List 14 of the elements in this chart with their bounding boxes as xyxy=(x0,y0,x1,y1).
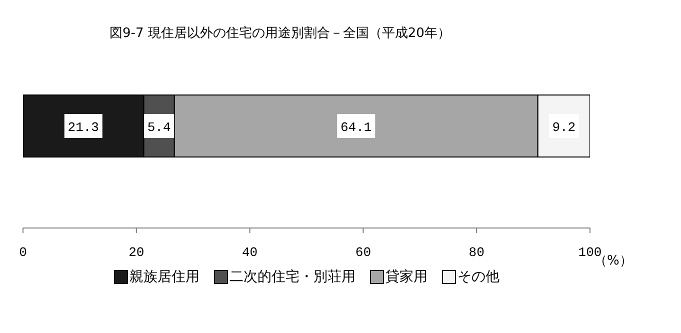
data-label: 21.3 xyxy=(68,120,99,135)
data-label: 9.2 xyxy=(552,120,576,135)
legend-label: 親族居住用 xyxy=(130,268,200,286)
x-tick-label: 20 xyxy=(128,245,144,260)
data-label: 64.1 xyxy=(340,120,372,135)
legend-label: 二次的住宅・別荘用 xyxy=(230,268,356,286)
legend-label: 貸家用 xyxy=(386,268,428,286)
x-tick-label: 0 xyxy=(19,245,27,260)
x-tick-label: 80 xyxy=(468,245,484,260)
chart-title: 図9-7 現住居以外の住宅の用途別割合－全国（平成20年） xyxy=(108,25,452,42)
legend-label: その他 xyxy=(458,268,500,286)
data-label: 5.4 xyxy=(147,120,171,135)
x-tick-label: 60 xyxy=(355,245,372,260)
x-tick-label: 40 xyxy=(242,245,258,260)
